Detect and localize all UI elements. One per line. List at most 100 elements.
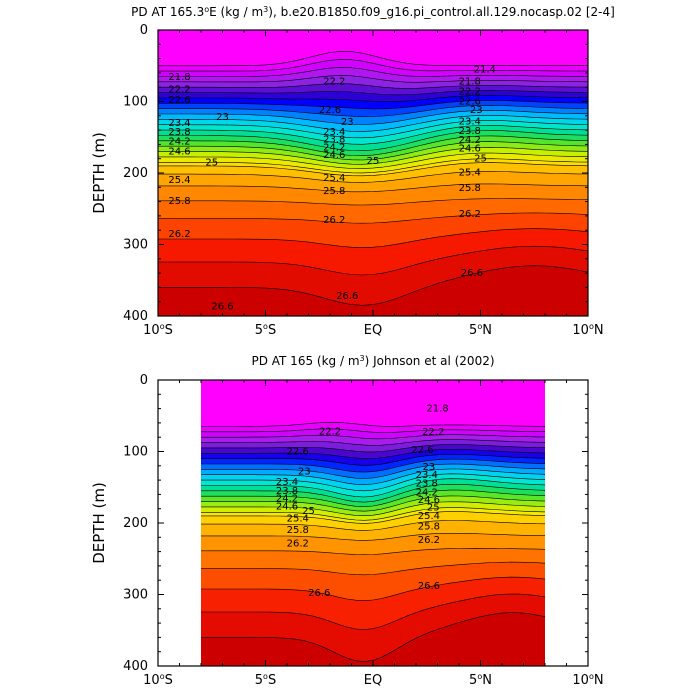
y-tick-label: 0 [140, 23, 148, 38]
isopycnal-line [201, 507, 545, 521]
isopycnal-line [201, 501, 545, 517]
contour-label: 25.4 [287, 514, 309, 525]
isopycnal-line [158, 183, 588, 193]
contour-label: 23 [216, 112, 229, 123]
isopycnal-line [201, 449, 545, 459]
isopycnal-line [158, 171, 588, 183]
x-tick-label: 10oN [572, 672, 603, 688]
isopycnal-line [158, 152, 588, 169]
isopycnal-line [201, 489, 545, 507]
contour-label: 23.8 [168, 127, 190, 138]
contour-fill [201, 380, 545, 666]
isopycnal-line [201, 458, 545, 473]
y-tick-label: 200 [123, 166, 148, 181]
contour-label: 25.8 [168, 196, 190, 207]
isopycnal-line [201, 454, 545, 466]
contour-label: 26.6 [308, 588, 330, 599]
contour-label: 24.2 [276, 494, 298, 505]
y-tick-label: 400 [123, 309, 148, 324]
contour-label: 24.2 [459, 135, 481, 146]
isopycnal-line [201, 484, 545, 503]
contour-label: 21.4 [474, 64, 496, 75]
y-tick-label: 100 [123, 445, 148, 460]
isopycnal-line [201, 463, 545, 479]
contour-label: 23.8 [459, 126, 481, 137]
y-axis-label: DEPTH (m) [90, 132, 108, 214]
contour-label: 23.4 [416, 470, 438, 481]
contour-label: 25 [474, 154, 487, 165]
isopycnal-line [201, 561, 545, 576]
contour-label: 22.6 [411, 445, 433, 456]
isopycnal-line [158, 162, 588, 177]
x-tick-label: 5oN [469, 322, 492, 338]
contour-label: 23.4 [276, 477, 298, 488]
contour-label: 23.8 [416, 479, 438, 490]
isopycnal-line [158, 109, 588, 125]
isopycnal-line [158, 141, 588, 161]
x-tick-label: 10oS [143, 672, 173, 688]
contour-label: 23.4 [168, 118, 190, 129]
contour-label: 22.6 [319, 105, 341, 116]
contour-label: 26.6 [461, 268, 483, 279]
isopycnal-line [158, 135, 588, 157]
contour-label: 26.2 [287, 539, 309, 550]
isopycnal-line [158, 115, 588, 132]
x-tick-label: 5oN [469, 672, 492, 688]
y-tick-label: 200 [123, 516, 148, 531]
contour-label: 25 [205, 157, 218, 168]
density-band [201, 612, 545, 666]
contour-label: 24.2 [323, 142, 345, 153]
contour-label: 25.8 [323, 186, 345, 197]
contour-label: 26.6 [336, 291, 358, 302]
isopycnal-line [158, 83, 588, 89]
contour-label: 25 [427, 502, 440, 513]
contour-label: 25.4 [418, 511, 440, 522]
isopycnal-line [158, 89, 588, 96]
isopycnal-line [201, 439, 545, 446]
isopycnal-line [201, 593, 545, 630]
contour-label: 26.2 [418, 535, 440, 546]
contour-label: 23 [341, 117, 354, 128]
contour-label: 26.2 [323, 215, 345, 226]
contour-label: 22.6 [287, 447, 309, 458]
contour-label: 23 [298, 467, 311, 478]
isopycnal-line [158, 75, 588, 83]
contour-label: 24.2 [168, 137, 190, 148]
y-tick-label: 400 [123, 659, 148, 674]
contour-label: 25.4 [168, 175, 190, 186]
contour-label: 21.8 [426, 404, 448, 415]
contour-label: 26.2 [459, 209, 481, 220]
x-tick-label: 10oN [572, 322, 603, 338]
contour-label: 24.6 [418, 495, 440, 506]
isopycnal-line [158, 198, 588, 206]
isopycnal-line [201, 547, 545, 556]
contour-label: 22.2 [319, 426, 341, 437]
isopycnal-line [201, 434, 545, 440]
isopycnal-line [158, 50, 588, 67]
isopycnal-line [158, 104, 588, 117]
chart-title: PD AT 165.3oE (kg / m3), b.e20.B1850.f09… [131, 5, 615, 19]
x-tick-label: EQ [364, 323, 382, 338]
contour-label: 24.6 [168, 147, 190, 158]
contour-label: 25.8 [459, 183, 481, 194]
isopycnal-line [201, 478, 545, 498]
y-tick-label: 300 [123, 588, 148, 603]
contour-label: 25.8 [287, 525, 309, 536]
x-tick-label: 10oS [143, 322, 173, 338]
isopycnal-line [201, 444, 545, 453]
isopycnal-line [158, 99, 588, 110]
contour-label: 22.6 [459, 97, 481, 108]
contour-label: 25 [367, 156, 380, 167]
contour-label: 21.8 [168, 72, 190, 83]
contour-label: 24.6 [459, 144, 481, 155]
contour-label: 26.6 [418, 581, 440, 592]
contour-label: 23.8 [276, 486, 298, 497]
isopycnal-line [201, 468, 545, 485]
contour-fill [158, 30, 588, 316]
chart-panel-1: 21.421.8 21.822.222.222.222.622.622.623 23… [90, 5, 615, 338]
contour-label: 22.6 [168, 95, 190, 106]
isopycnal-line [158, 228, 588, 248]
isopycnal-line [158, 158, 588, 174]
y-tick-label: 0 [140, 373, 148, 388]
